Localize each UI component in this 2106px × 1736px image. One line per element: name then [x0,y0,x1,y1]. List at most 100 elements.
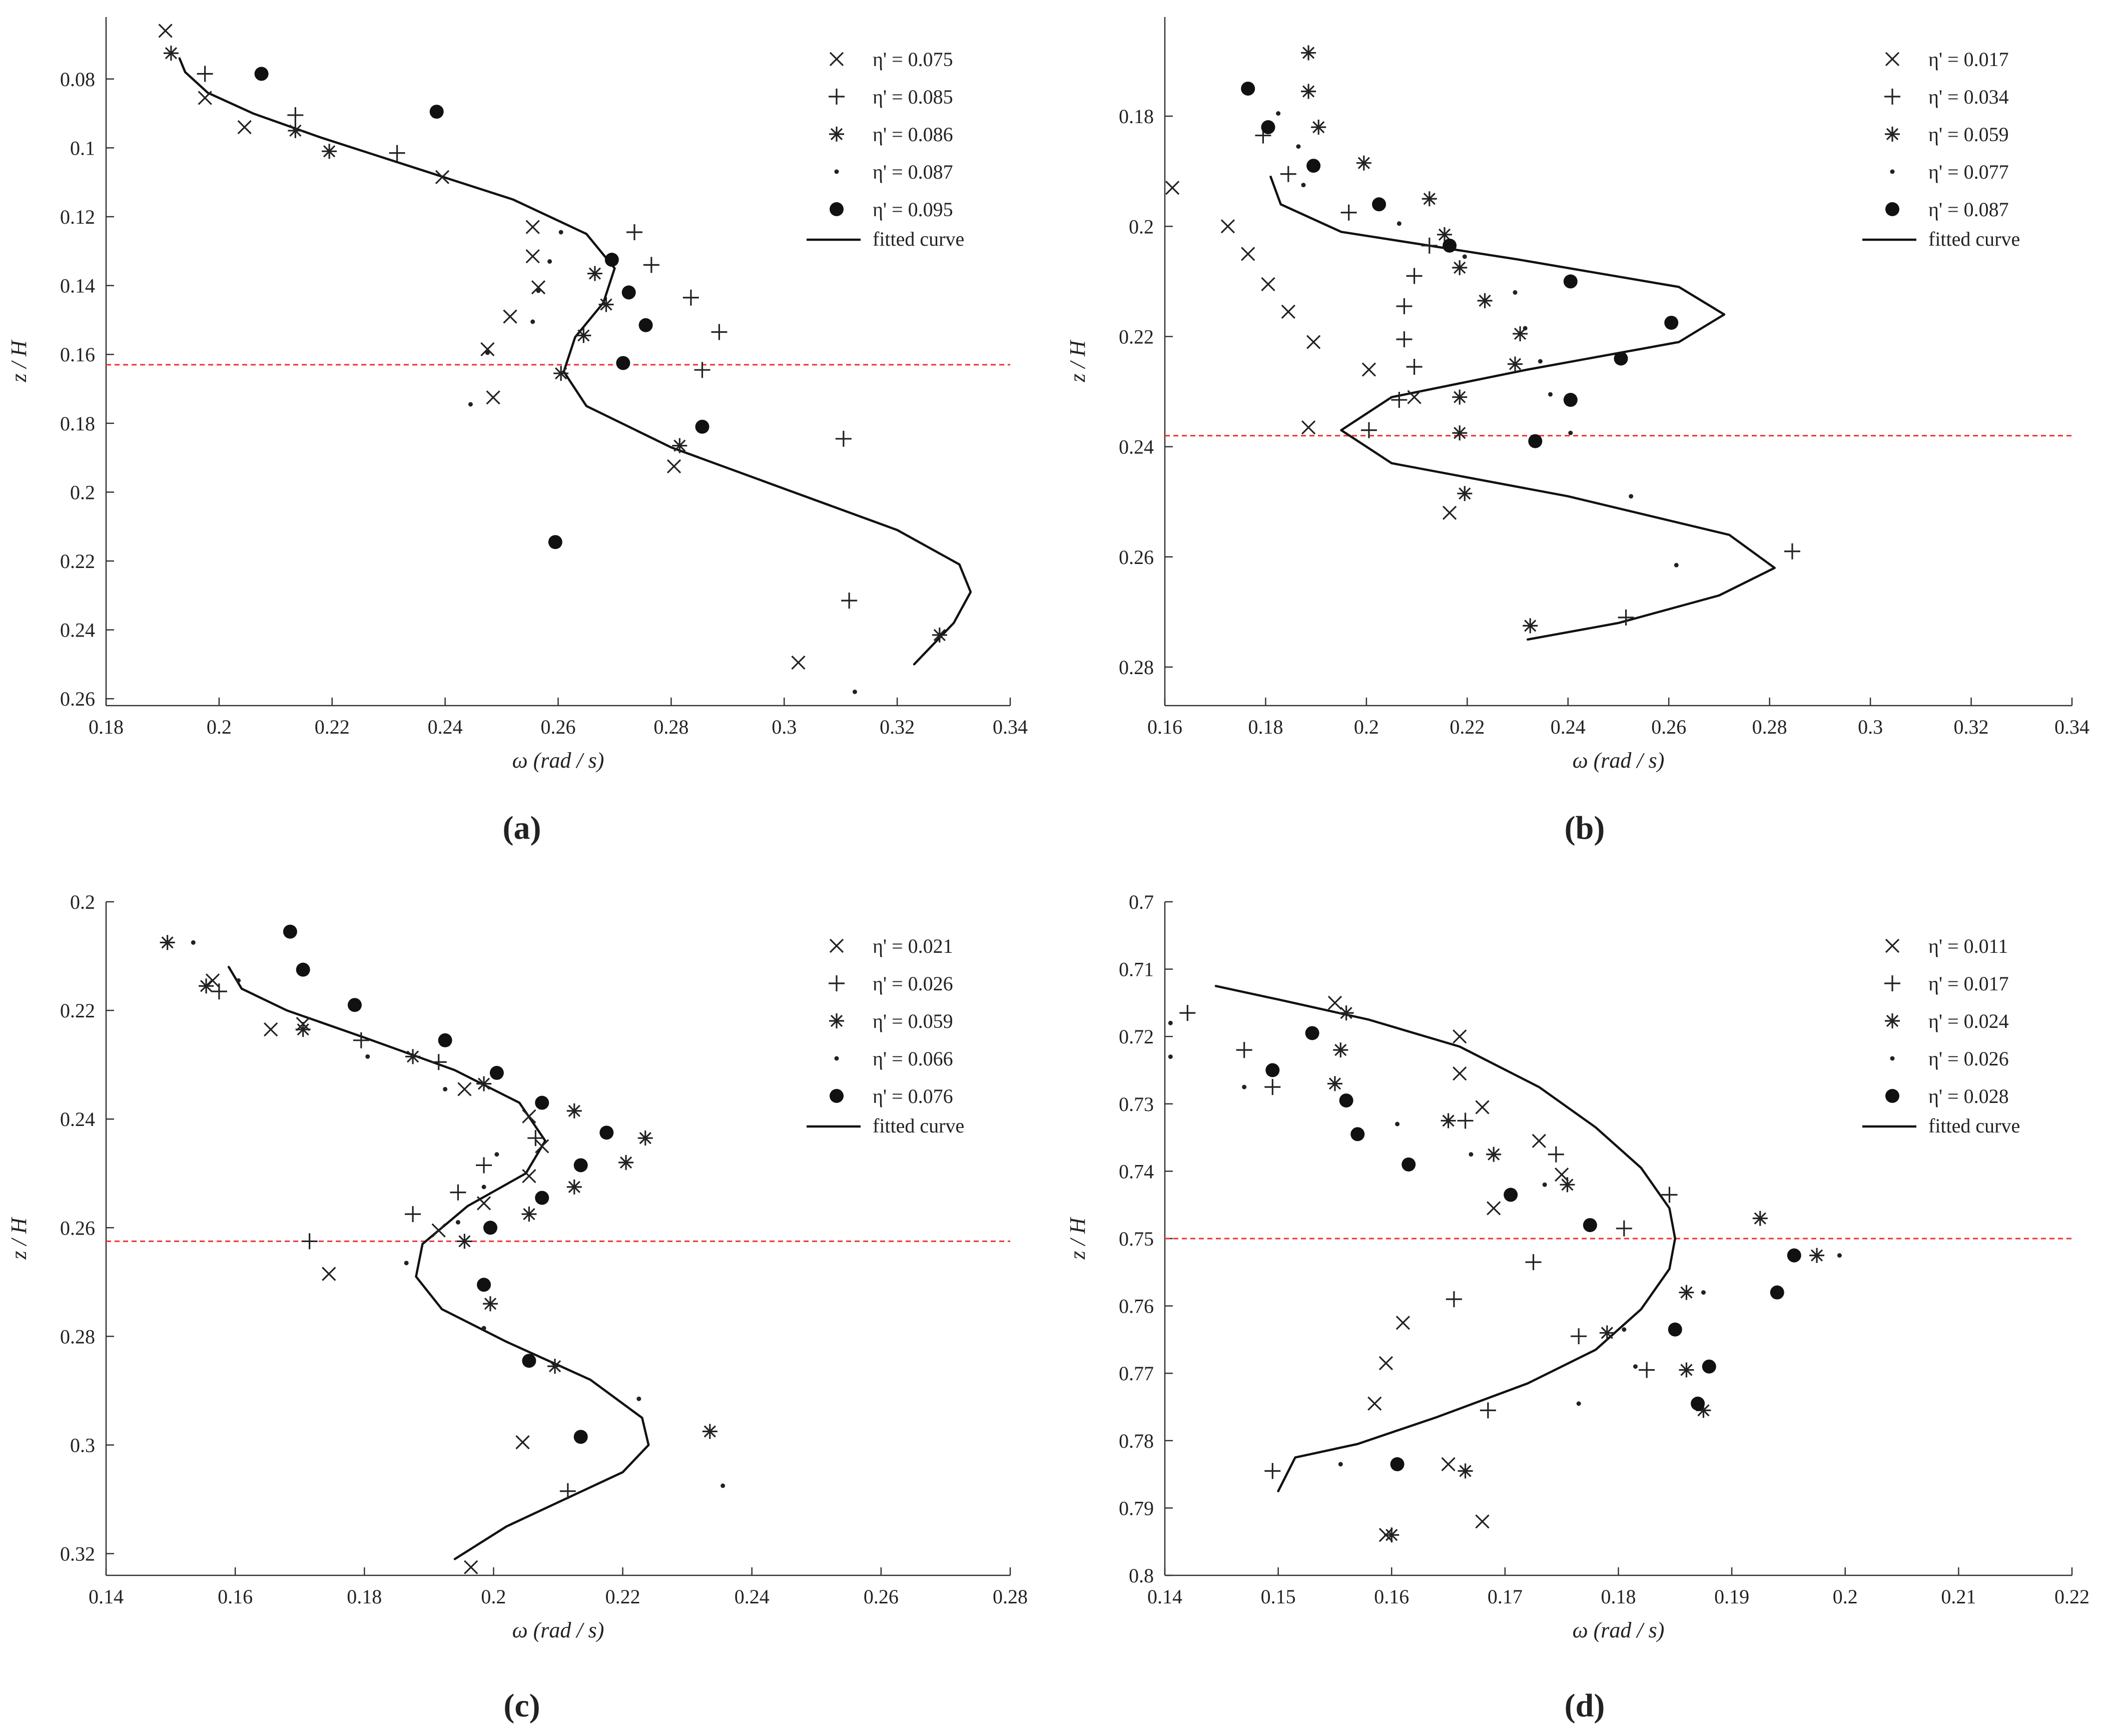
data-point [353,1032,369,1048]
data-point [573,1158,588,1173]
data-point [694,362,711,378]
data-point [1477,293,1493,308]
data-point [1296,144,1301,149]
data-point [672,438,687,453]
data-point [237,120,252,135]
data-point [1457,486,1473,501]
data-point [438,1033,452,1047]
y-tick-label: 0.22 [60,999,95,1022]
data-point [598,297,614,312]
data-point [1396,298,1413,314]
data-point [1674,562,1679,567]
data-point [1340,204,1357,221]
legend-marker-circle [1885,202,1899,216]
data-point [322,1267,336,1281]
data-point [494,1152,499,1157]
x-axis-label: ω (rad / s) [1573,1618,1665,1642]
data-point [643,257,659,273]
data-point [721,1483,726,1488]
data-point [1333,1042,1348,1058]
legend-label: η' = 0.087 [873,161,953,183]
legend-marker-x [829,938,844,953]
y-tick-label: 0.76 [1119,1295,1154,1318]
data-point [1360,422,1377,438]
data-point [932,627,947,643]
data-point [485,350,490,355]
legend-marker-plus [1884,975,1900,991]
data-point [1571,1328,1587,1345]
y-tick-label: 0.08 [60,68,95,91]
data-point [558,230,563,235]
legend-label: η' = 0.076 [873,1085,953,1107]
data-point [503,309,517,324]
x-tick-label: 0.34 [993,716,1028,738]
data-point [1784,543,1800,559]
data-point [1422,191,1437,207]
data-point [1311,120,1326,135]
data-point [527,1130,544,1146]
panel-a: 0.18 0.2 0.22 0.24 0.26 0.28 0.3 0.32 0.34 0.08 0.… [7,17,1028,846]
data-point [1242,1084,1247,1089]
data-point [1372,197,1386,212]
legend-marker-dot [834,1056,839,1061]
data-point [1691,1396,1705,1411]
data-point [1528,434,1543,448]
x-axis-label: ω (rad / s) [512,1618,604,1642]
x-tick-label: 0.24 [735,1585,770,1608]
data-point [835,430,852,447]
legend-marker-plus [1884,89,1900,105]
data-point [536,288,541,293]
data-point [682,289,699,306]
data-point [1452,425,1468,441]
data-point [1395,1316,1411,1330]
y-tick-label: 0.22 [1119,325,1154,348]
x-tick-label: 0.28 [653,716,688,738]
data-point [515,1435,530,1450]
data-point [1280,166,1296,182]
data-point [457,1082,472,1096]
legend-marker-star [829,127,844,142]
data-point [1668,1322,1682,1337]
y-tick-label: 0.22 [60,550,95,572]
data-point [455,1220,460,1225]
fitted-curve [178,57,972,666]
x-axis-label: ω (rad / s) [1573,748,1665,773]
data-point [1469,1152,1474,1157]
y-tick-label: 0.77 [1119,1362,1154,1385]
data-point [1395,1121,1400,1126]
x-tick-label: 0.28 [1752,716,1787,738]
data-point [405,1206,421,1223]
data-point [1378,1356,1393,1371]
y-tick-label: 0.2 [70,481,95,503]
data-point [1452,260,1468,275]
data-point [841,593,858,609]
data-point [301,1233,318,1250]
legend-label: η' = 0.024 [1928,1010,2009,1032]
data-point [1241,247,1255,261]
data-point [1452,389,1468,405]
data-point [1442,505,1457,520]
x-tick-label: 0.26 [1651,716,1686,738]
data-point [1523,618,1538,634]
data-point [566,1103,582,1118]
x-tick-label: 0.28 [993,1585,1028,1608]
data-point [1446,1291,1462,1308]
data-point [429,105,444,119]
legend-label: fitted curve [1928,228,2020,250]
data-point [1327,995,1342,1010]
data-point [435,170,450,185]
data-point [535,1191,549,1205]
data-point [1809,1248,1825,1263]
data-point [1525,1254,1542,1271]
data-point [295,1022,311,1037]
legend-label: η' = 0.026 [1928,1047,2009,1070]
data-point [1241,82,1255,96]
legend-marker-x [829,52,844,67]
panel-label: (c) [503,1687,540,1724]
legend-marker-circle [830,1089,844,1103]
data-point [191,940,196,945]
data-point [1453,1066,1467,1081]
data-point [1679,1362,1694,1378]
legend-label: η' = 0.095 [873,198,953,221]
